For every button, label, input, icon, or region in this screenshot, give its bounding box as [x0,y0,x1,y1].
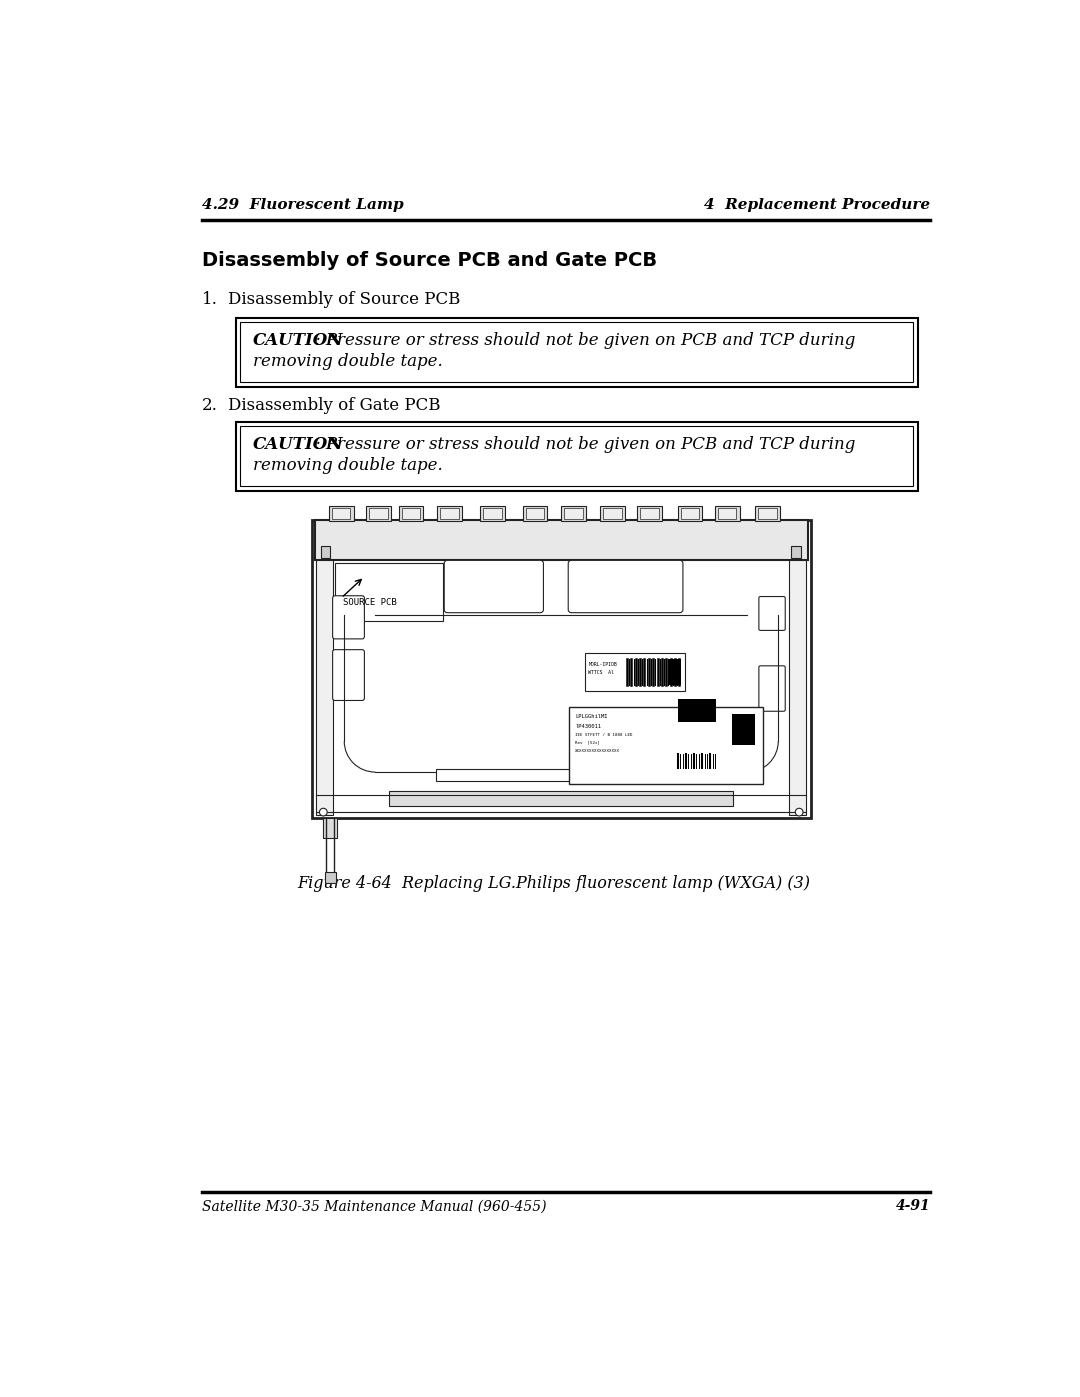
Bar [366,506,391,521]
FancyBboxPatch shape [568,560,683,613]
Bar [677,698,716,722]
Bar [600,506,625,521]
Text: XXXXXXXXXXXXXXXXXX: XXXXXXXXXXXXXXXXXX [576,749,620,753]
Bar [637,506,662,521]
FancyBboxPatch shape [759,597,785,630]
Bar [715,506,740,521]
Bar [584,652,685,692]
Text: SOURCE PCB: SOURCE PCB [342,598,396,608]
Bar [677,506,702,521]
Bar [328,506,353,521]
Text: CAUTION: CAUTION [253,331,343,349]
Bar [526,509,544,518]
Bar [755,506,780,521]
Bar [335,563,444,622]
Text: removing double tape.: removing double tape. [253,457,443,474]
Bar [332,509,350,518]
Text: MORL-IPIOB: MORL-IPIOB [589,662,617,666]
Bar [792,546,800,557]
Text: Disassembly of Source PCB and Gate PCB: Disassembly of Source PCB and Gate PCB [202,251,657,270]
Bar [718,509,737,518]
FancyBboxPatch shape [444,560,543,613]
Text: IEE STFETT / B 1880 LED: IEE STFETT / B 1880 LED [576,733,633,736]
Bar [314,520,808,560]
Bar [732,714,755,745]
Bar [441,509,459,518]
Bar [640,509,659,518]
FancyBboxPatch shape [333,650,364,700]
Bar [369,509,388,518]
Text: removing double tape.: removing double tape. [253,353,443,370]
Bar [241,426,913,486]
FancyBboxPatch shape [759,666,785,711]
Text: LPLGGhilMI: LPLGGhilMI [576,714,608,719]
Text: Rev  01: Rev 01 [679,715,697,719]
Bar [235,422,918,490]
Text: WTTCS  Al: WTTCS Al [589,669,615,675]
Bar [562,506,586,521]
Bar [789,560,806,816]
Bar [569,707,762,784]
Bar [235,317,918,387]
Text: CAUTION: CAUTION [253,436,343,453]
Text: Disassembly of Source PCB: Disassembly of Source PCB [228,291,460,307]
Text: : Pressure or stress should not be given on PCB and TCP during: : Pressure or stress should not be given… [314,436,855,453]
Bar [483,509,501,518]
Bar [435,768,656,781]
Bar [316,560,334,816]
Bar [389,791,733,806]
Bar [399,506,423,521]
Text: lP430011: lP430011 [576,724,602,729]
Text: : Pressure or stress should not be given on PCB and TCP during: : Pressure or stress should not be given… [314,331,855,349]
Bar [321,546,330,557]
Bar [480,506,504,521]
Bar [312,520,811,819]
Bar [323,819,337,838]
Text: 2.: 2. [202,397,217,414]
Text: 4  Replacement Procedure: 4 Replacement Procedure [704,198,930,212]
Bar [669,659,680,685]
FancyBboxPatch shape [333,595,364,638]
Bar [680,509,699,518]
Bar [402,509,420,518]
Bar [325,872,336,883]
Bar [437,506,462,521]
Text: 4-91: 4-91 [895,1200,930,1214]
Bar [523,506,548,521]
Text: 4.29  Fluorescent Lamp: 4.29 Fluorescent Lamp [202,198,403,212]
Circle shape [320,809,327,816]
Text: Disassembly of Gate PCB: Disassembly of Gate PCB [228,397,441,414]
Bar [241,323,913,383]
Bar [758,509,777,518]
Circle shape [795,809,804,816]
Bar [603,509,622,518]
Text: Figure 4-64  Replacing LG.Philips fluorescent lamp (WXGA) (3): Figure 4-64 Replacing LG.Philips fluores… [297,875,810,891]
Text: 1.: 1. [202,291,217,307]
Text: Rev  [52x]: Rev [52x] [576,740,600,745]
Text: Satellite M30-35 Maintenance Manual (960-455): Satellite M30-35 Maintenance Manual (960… [202,1200,546,1214]
Bar [565,509,583,518]
